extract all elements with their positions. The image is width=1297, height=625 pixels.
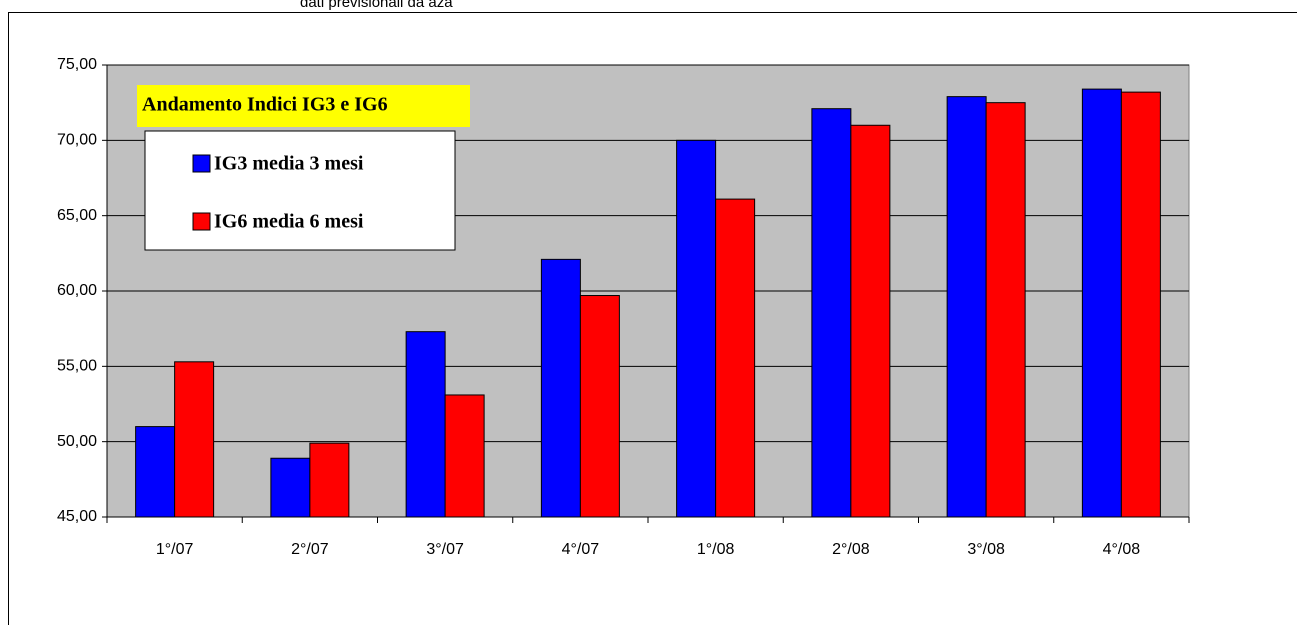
bar [946,96,987,518]
y-tick-label: 75,00 [57,56,97,73]
bar [1081,88,1122,518]
legend-label: IG3 media 3 mesi [214,153,364,175]
legend-swatch [192,154,211,173]
bar [405,331,446,518]
x-tick-label: 3°/08 [967,541,1005,558]
y-tick-label: 45,00 [57,508,97,525]
x-tick-label: 4°/07 [562,541,600,558]
legend-swatch [192,212,211,231]
bar [811,108,852,518]
x-tick-label: 1°/07 [156,541,194,558]
chart-subtitle: dati previsionali da aza [300,0,453,11]
bar [174,361,215,518]
y-tick-label: 70,00 [57,132,97,149]
bar [850,124,891,518]
title-box [137,85,470,127]
x-tick-label: 1°/08 [697,541,735,558]
subtitle-gap [300,0,540,12]
bar [309,442,350,518]
bar [676,139,717,518]
bar [1120,91,1161,518]
x-tick-label: 4°/08 [1103,541,1141,558]
y-tick-label: 55,00 [57,358,97,375]
bar [985,102,1026,518]
bar [540,258,581,518]
bar [715,198,756,518]
chart-title: Andamento Indici IG3 e IG6 [142,94,388,116]
bar [270,457,311,518]
bar [135,426,176,518]
x-tick-label: 2°/08 [832,541,870,558]
legend-label: IG6 media 6 mesi [214,211,364,233]
y-tick-label: 50,00 [57,433,97,450]
y-tick-label: 65,00 [57,207,97,224]
y-tick-label: 60,00 [57,282,97,299]
bar [444,394,485,518]
bar [579,295,620,518]
x-tick-label: 2°/07 [291,541,329,558]
x-tick-label: 3°/07 [426,541,464,558]
